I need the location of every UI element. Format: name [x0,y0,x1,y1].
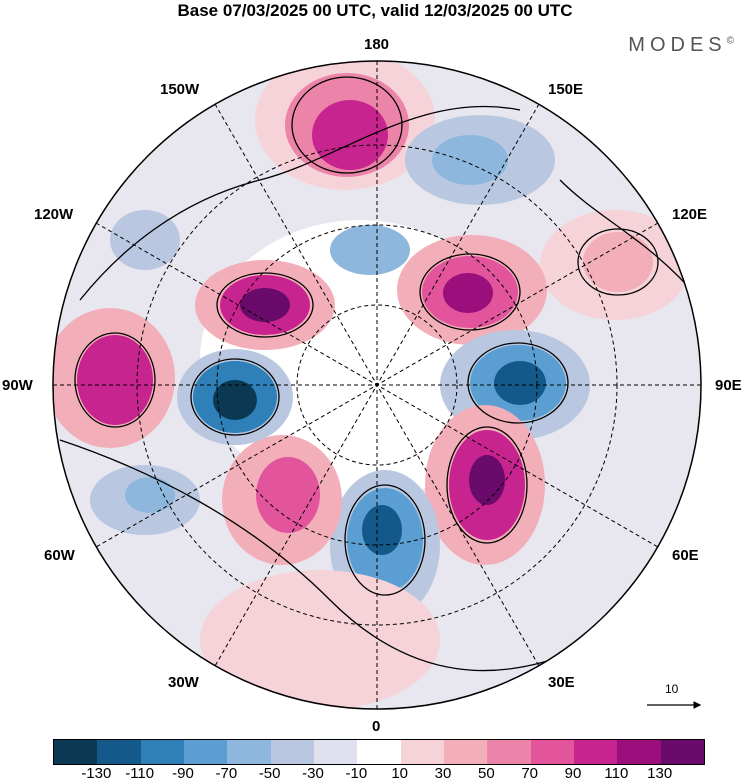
colorbar-tick-label: 130 [647,765,673,782]
lon-label-30w: 30W [168,674,199,691]
reference-vector-label: 10 [665,682,679,696]
colorbar-tick-label: 70 [521,765,538,782]
lon-label-60e: 60E [672,547,699,564]
colorbar-swatch [97,740,141,764]
lon-label-30e: 30E [548,674,575,691]
colorbar-tick-label: -50 [258,765,281,782]
colorbar-tick-label: 30 [434,765,452,782]
lon-label-90w: 90W [2,377,33,394]
colorbar-swatch [313,740,358,764]
lon-label-0: 0 [372,718,381,735]
colorbar-tick-label: 10 [391,765,408,782]
map-title: Base 07/03/2025 00 UTC, valid 12/03/2025… [177,1,573,20]
graticule [53,61,701,709]
colorbar-swatch [617,740,661,764]
brand-name: MODES [628,34,727,56]
lon-label-120e: 120E [672,206,708,223]
lon-label-150e: 150E [548,81,584,98]
colorbar-swatch [54,740,98,764]
lon-label-90e: 90E [715,377,742,394]
colorbar-swatch [270,740,314,764]
brand-logo: MODES© [628,34,734,57]
colorbar-tick-label: -30 [302,765,324,782]
map-boundary [52,60,702,710]
colorbar [53,739,705,765]
colorbar-tick-label: -90 [172,765,194,782]
colorbar-swatch [530,740,574,764]
colorbar-swatch [443,740,488,764]
colorbar-swatch [227,740,271,764]
reference-vector-label-box: 10 [645,682,705,712]
lon-label-180: 180 [364,36,390,53]
colorbar-swatch [183,740,228,764]
colorbar-tick-label: 110 [604,765,629,782]
lon-label-60w: 60W [44,547,75,564]
colorbar-swatch [140,740,184,764]
brand-mark: © [726,35,734,47]
colorbar-tick-label: -10 [345,765,368,782]
colorbar-swatch [487,740,531,764]
colorbar-tick-label: -110 [125,765,155,782]
colorbar-tick-label: 90 [564,765,582,782]
colorbar-swatch [400,740,444,764]
colorbar-swatch [573,740,618,764]
colorbar-tick-labels: -130 -110 -90 -70 -50 -30 -10 10 30 50 70 90 110 130 [0,765,750,783]
polar-stereographic-map [52,60,702,710]
colorbar-tick-label: 50 [477,765,495,782]
lon-label-120w: 120W [34,206,74,223]
colorbar-tick-label: -130 [81,765,112,782]
streamlines [59,76,701,672]
colorbar-swatch [660,740,704,764]
lon-label-150w: 150W [160,81,200,98]
colorbar-swatch [357,740,401,764]
colorbar-tick-label: -70 [215,765,238,782]
